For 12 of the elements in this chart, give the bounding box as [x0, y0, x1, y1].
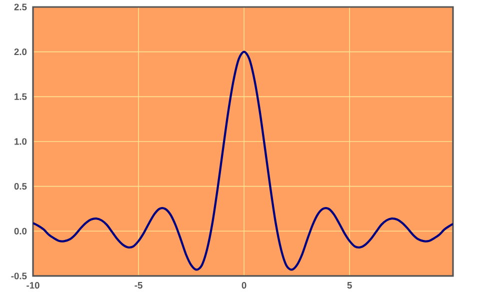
y-tick-label: 1.5: [14, 93, 27, 100]
line-series: [33, 50, 453, 271]
y-tick-label: 2.0: [14, 48, 27, 56]
y-tick-label: 1.0: [14, 138, 27, 145]
x-tick-label: -10: [26, 282, 40, 289]
x-tick-label: -5: [134, 282, 142, 289]
y-tick-label: -0.5: [11, 272, 27, 280]
y-tick-label: 2.5: [14, 4, 27, 10]
y-tick-label: 0.0: [14, 228, 27, 234]
y-tick-label: 0.5: [14, 183, 27, 190]
x-tick-label: 5: [347, 282, 352, 289]
x-tick-label: 0: [242, 282, 246, 289]
